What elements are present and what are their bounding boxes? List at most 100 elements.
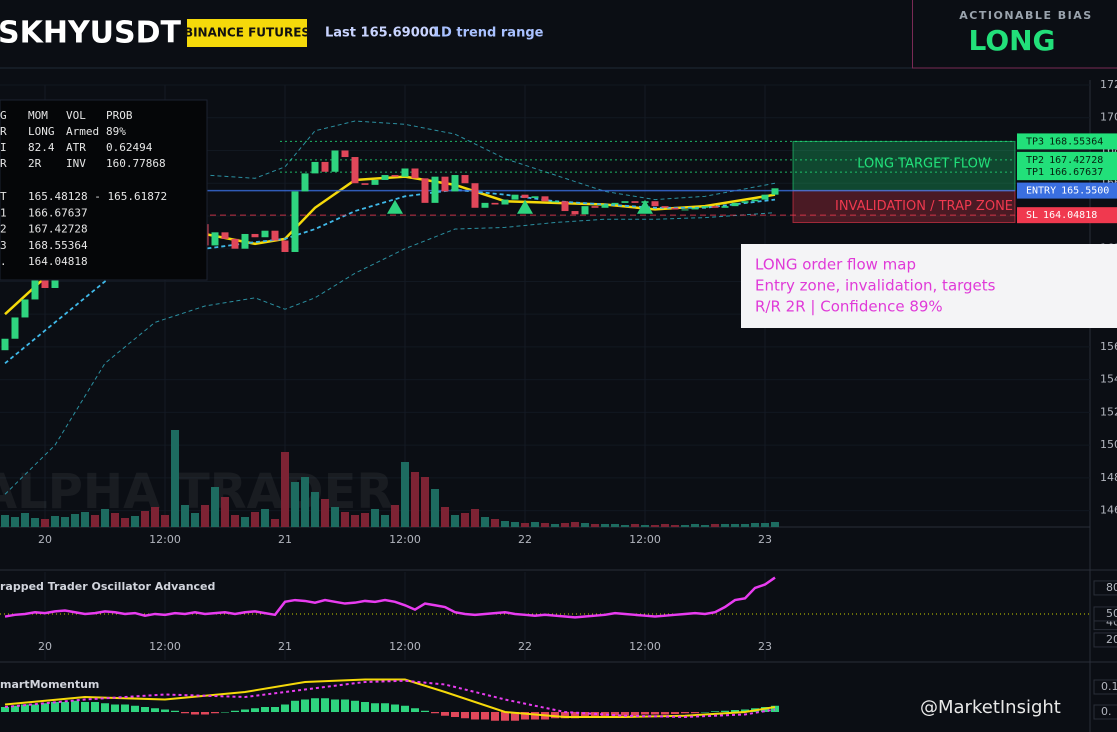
- volume-bar: [111, 513, 119, 527]
- x-tick-label: 22: [518, 640, 532, 653]
- candle: [281, 240, 289, 252]
- y-tick-bg: [1093, 704, 1117, 720]
- table-cell: MOM: [28, 109, 48, 122]
- y-tick-label: 170: [1100, 111, 1117, 124]
- volume-bar: [481, 517, 489, 527]
- volume-bar: [341, 512, 349, 527]
- x-tick-label: 20: [38, 533, 52, 546]
- momentum-bar: [181, 712, 189, 714]
- table-cell: 160.77868: [106, 157, 166, 170]
- volume-bar: [11, 517, 19, 527]
- candle: [631, 201, 639, 203]
- table-cell: ATR: [66, 141, 86, 154]
- exchange: BINANCE FUTURES: [184, 26, 310, 40]
- volume-bar: [431, 489, 439, 527]
- volume-bar: [671, 525, 679, 527]
- level-name: TP2: [1026, 155, 1044, 166]
- volume-bar: [21, 513, 29, 527]
- annotation: LONG order flow map Entry zone, invalidat…: [755, 256, 996, 316]
- annotation-line: R/R 2R | Confidence 89%: [755, 298, 943, 316]
- momentum-bar: [421, 710, 429, 712]
- momentum-bar: [521, 712, 529, 720]
- volume-bar: [751, 523, 759, 527]
- y-tick-label: 148: [1100, 471, 1117, 484]
- candle: [271, 230, 279, 241]
- momentum-bar: [731, 710, 739, 712]
- momentum-bar: [411, 708, 419, 712]
- momentum-bar: [231, 710, 239, 712]
- momentum-bar: [1, 707, 9, 712]
- y-tick-label: 154: [1100, 373, 1117, 386]
- volume-bar: [271, 519, 279, 527]
- x-tick-label: 23: [758, 533, 772, 546]
- volume-bar: [641, 525, 649, 527]
- momentum-bar: [71, 700, 79, 712]
- momentum-bar: [201, 712, 209, 715]
- y-tick-label: 172: [1100, 78, 1117, 91]
- level-label-bg: [1017, 164, 1117, 181]
- volume-bar: [531, 522, 539, 527]
- volume-bar: [31, 518, 39, 527]
- table-cell: I: [0, 141, 7, 154]
- candle: [311, 161, 319, 174]
- stats-table: G MOM VOL PROB R LONG Armed 89% I 82.4 ATR 0.62494 R…: [0, 109, 167, 268]
- signal-marker: [517, 199, 533, 214]
- volume-bar: [231, 515, 239, 527]
- level-value: 167.42728: [1049, 155, 1103, 166]
- x-tick-label: 12:00: [149, 640, 181, 653]
- level-label: SL 164.04818: [1026, 210, 1097, 221]
- table-cell: PROB: [106, 109, 133, 122]
- volume-bar: [651, 525, 659, 527]
- table-cell: Armed: [66, 125, 99, 138]
- table-cell: LONG: [28, 125, 55, 138]
- momentum-bar: [91, 702, 99, 712]
- momentum-bar: [661, 712, 669, 715]
- candle: [381, 175, 389, 180]
- candle: [361, 183, 369, 185]
- candle: [321, 161, 329, 172]
- table-cell: 89%: [106, 125, 126, 138]
- volume-bar: [91, 515, 99, 527]
- y-tick-bg: [1093, 606, 1117, 622]
- volume-bar: [501, 521, 509, 527]
- volume-bar: [561, 523, 569, 527]
- x-tick-label: 21: [278, 533, 292, 546]
- momentum-bar: [571, 712, 579, 719]
- momentum-bar: [361, 702, 369, 712]
- volume-bar: [681, 525, 689, 527]
- volume-bar: [441, 507, 449, 527]
- momentum-bar: [621, 712, 629, 716]
- exchange-badge: [187, 19, 307, 47]
- candle: [291, 191, 299, 252]
- momentum-bar: [701, 712, 709, 713]
- bias-value: LONG: [968, 24, 1055, 57]
- momentum-bar: [171, 710, 179, 712]
- candle: [531, 196, 539, 198]
- momentum-bar: [211, 712, 219, 714]
- candle: [451, 175, 459, 192]
- candle: [541, 196, 549, 202]
- momentum-bar: [551, 712, 559, 719]
- momentum-bar: [351, 700, 359, 712]
- level-label: TP3 168.55364: [1026, 136, 1103, 147]
- momentum-bar: [641, 712, 649, 715]
- x-tick-label: 22: [518, 533, 532, 546]
- momentum-bar: [461, 712, 469, 719]
- momentum-bar: [161, 709, 169, 712]
- volume-bar: [211, 487, 219, 527]
- y-tick-bg: [1093, 580, 1117, 596]
- table-cell: R: [0, 157, 7, 170]
- x-tick-label: 12:00: [629, 640, 661, 653]
- candle: [371, 179, 379, 185]
- level-value: 166.67637: [1049, 167, 1103, 178]
- candle: [661, 206, 669, 208]
- momentum-bar: [671, 712, 679, 714]
- volume-bar: [511, 522, 519, 527]
- momentum-bar: [311, 698, 319, 712]
- volume-bar: [221, 497, 229, 527]
- candle: [611, 202, 619, 205]
- momentum-bar: [681, 712, 689, 714]
- volume-bar: [81, 512, 89, 527]
- candle: [601, 204, 609, 208]
